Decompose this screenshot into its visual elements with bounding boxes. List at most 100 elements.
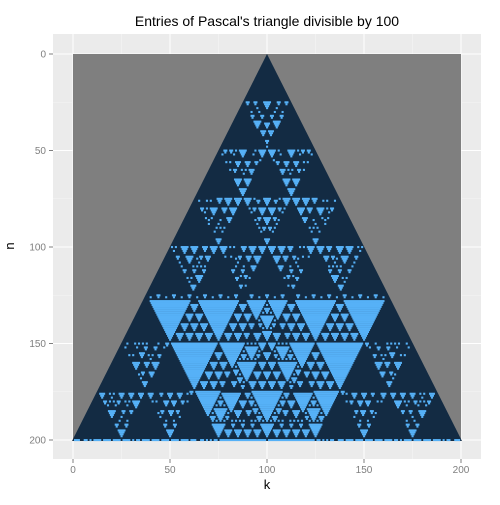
divisible-cell	[167, 431, 174, 434]
divisible-cell	[419, 400, 422, 403]
divisible-cell	[290, 271, 293, 274]
divisible-cell	[293, 257, 296, 260]
divisible-cell	[326, 439, 329, 442]
divisible-cell	[219, 361, 228, 364]
divisible-cell	[234, 170, 237, 173]
divisible-cell	[305, 417, 308, 420]
divisible-cell	[304, 296, 307, 299]
divisible-cell	[264, 199, 271, 202]
divisible-cell	[331, 276, 338, 279]
divisible-cell	[115, 425, 118, 428]
divisible-cell	[250, 172, 253, 175]
divisible-cell	[149, 373, 154, 376]
divisible-cell	[308, 226, 311, 229]
divisible-cell	[271, 415, 278, 418]
divisible-cell	[262, 226, 267, 229]
divisible-cell	[297, 257, 300, 260]
divisible-cell	[280, 251, 283, 254]
divisible-cell	[240, 354, 247, 357]
divisible-cell	[279, 153, 282, 156]
divisible-cell	[288, 190, 295, 193]
divisible-cell	[195, 332, 204, 335]
divisible-cell	[156, 313, 184, 316]
divisible-cell	[232, 383, 237, 386]
divisible-cell	[295, 184, 298, 187]
divisible-cell	[295, 415, 298, 418]
divisible-cell	[204, 217, 208, 220]
divisible-cell	[225, 431, 232, 434]
divisible-cell	[400, 410, 405, 413]
divisible-cell	[245, 379, 248, 382]
divisible-cell	[204, 371, 213, 374]
divisible-cell	[258, 110, 261, 114]
divisible-cell	[226, 356, 239, 359]
divisible-cell	[154, 309, 186, 312]
divisible-cell	[232, 329, 235, 332]
divisible-cell	[245, 201, 250, 204]
divisible-cell	[284, 182, 289, 185]
divisible-cell	[240, 168, 243, 171]
divisible-cell	[244, 315, 251, 318]
divisible-cell	[253, 197, 256, 200]
divisible-cell	[285, 342, 288, 345]
divisible-cell	[310, 415, 317, 418]
divisible-cell	[181, 247, 188, 251]
divisible-cell	[265, 336, 270, 339]
divisible-cell	[273, 373, 280, 376]
divisible-cell	[255, 259, 260, 262]
divisible-cell	[278, 247, 285, 251]
divisible-cell	[295, 369, 302, 372]
divisible-cell	[248, 354, 255, 357]
divisible-cell	[168, 336, 173, 339]
divisible-cell	[272, 120, 281, 123]
divisible-cell	[248, 246, 257, 249]
divisible-cell	[350, 402, 353, 405]
divisible-cell	[262, 134, 265, 137]
divisible-cell	[221, 230, 224, 233]
divisible-cell	[170, 342, 218, 345]
divisible-cell	[307, 363, 314, 366]
divisible-cell	[388, 385, 391, 388]
divisible-cell	[215, 226, 218, 229]
divisible-cell	[248, 323, 255, 326]
divisible-cell	[175, 352, 213, 355]
divisible-cell	[361, 412, 366, 415]
divisible-cell	[318, 249, 323, 252]
divisible-cell	[209, 439, 212, 442]
divisible-cell	[322, 373, 329, 376]
divisible-cell	[300, 311, 331, 314]
divisible-cell	[394, 361, 402, 364]
divisible-cell	[206, 413, 209, 417]
divisible-cell	[216, 336, 221, 339]
divisible-cell	[357, 246, 360, 249]
divisible-cell	[230, 363, 235, 366]
divisible-cell	[200, 323, 208, 326]
x-axis-title: k	[264, 477, 271, 492]
divisible-cell	[256, 126, 259, 129]
divisible-cell	[384, 361, 391, 364]
divisible-cell	[217, 222, 220, 225]
divisible-cell	[309, 413, 318, 417]
divisible-cell	[352, 394, 357, 397]
divisible-cell	[297, 419, 300, 422]
divisible-cell	[132, 400, 141, 403]
divisible-cell	[266, 141, 269, 144]
divisible-cell	[263, 429, 272, 432]
divisible-cell	[223, 350, 241, 353]
divisible-cell	[303, 433, 308, 436]
divisible-cell	[410, 433, 415, 436]
divisible-cell	[169, 338, 172, 341]
divisible-cell	[283, 180, 290, 183]
divisible-cell	[225, 199, 232, 202]
divisible-cell	[346, 247, 353, 251]
divisible-cell	[300, 419, 304, 422]
divisible-cell	[314, 377, 317, 380]
divisible-cell	[169, 396, 172, 399]
divisible-cell	[225, 373, 230, 376]
divisible-cell	[187, 294, 192, 297]
divisible-cell	[129, 394, 134, 397]
divisible-cell	[293, 350, 311, 353]
divisible-cell	[211, 249, 216, 252]
divisible-cell	[150, 302, 190, 305]
divisible-cell	[188, 296, 191, 299]
